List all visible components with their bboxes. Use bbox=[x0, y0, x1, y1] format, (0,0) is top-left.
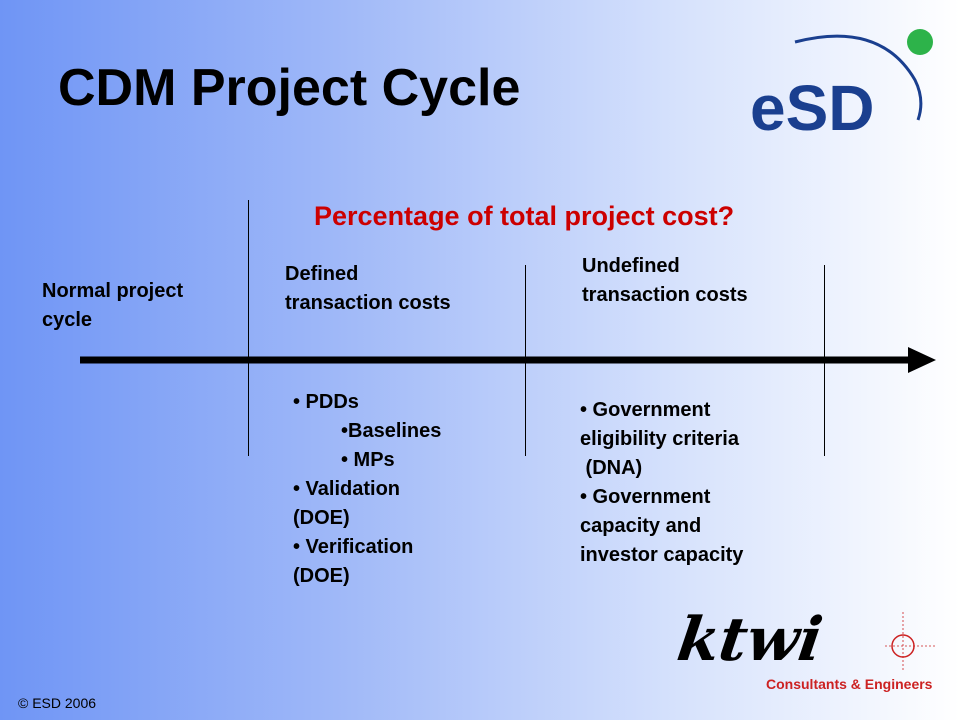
phase-label-line: Defined bbox=[285, 263, 359, 285]
list-item: • Validation bbox=[293, 478, 401, 500]
esd-logo-text: eSD bbox=[750, 72, 875, 144]
phase-label-line: Normal project bbox=[42, 280, 184, 302]
slide-subtitle: Percentage of total project cost? bbox=[314, 201, 735, 231]
phase-label-defined: Defined transaction costs bbox=[285, 260, 451, 318]
list-item: eligibility criteria bbox=[580, 428, 739, 450]
ktwi-tagline: Consultants & Engineers bbox=[766, 676, 933, 692]
list-item: •Baselines bbox=[341, 420, 442, 442]
list-item: (DOE) bbox=[293, 565, 350, 587]
esd-logo-arc bbox=[794, 34, 923, 121]
list-item: capacity and bbox=[580, 515, 702, 537]
timeline-arrowhead bbox=[908, 347, 936, 373]
phase-label-normal: Normal project cycle bbox=[42, 277, 183, 335]
list-item: • PDDs bbox=[293, 391, 359, 413]
slide-title: CDM Project Cycle bbox=[58, 59, 521, 117]
phase-label-line: transaction costs bbox=[582, 284, 748, 306]
defined-items-list: • PDDs •Baselines • MPs • Validation (DO… bbox=[293, 388, 441, 591]
list-item: • MPs bbox=[341, 449, 395, 471]
ktwi-logo-mark: ktwi bbox=[673, 604, 827, 675]
copyright-footer: © ESD 2006 bbox=[18, 695, 97, 711]
list-item: • Government bbox=[580, 486, 711, 508]
phase-label-line: Undefined bbox=[582, 255, 680, 277]
undefined-items-list: • Government eligibility criteria (DNA) … bbox=[580, 396, 743, 570]
list-item: investor capacity bbox=[580, 544, 744, 566]
phase-label-undefined: Undefined transaction costs bbox=[582, 252, 748, 310]
list-item: (DOE) bbox=[293, 507, 350, 529]
phase-label-line: cycle bbox=[42, 309, 93, 331]
phase-label-line: transaction costs bbox=[285, 292, 451, 314]
list-item: (DNA) bbox=[580, 457, 643, 479]
esd-logo-dot bbox=[907, 29, 933, 55]
list-item: • Government bbox=[580, 399, 711, 421]
list-item: • Verification bbox=[293, 536, 414, 558]
